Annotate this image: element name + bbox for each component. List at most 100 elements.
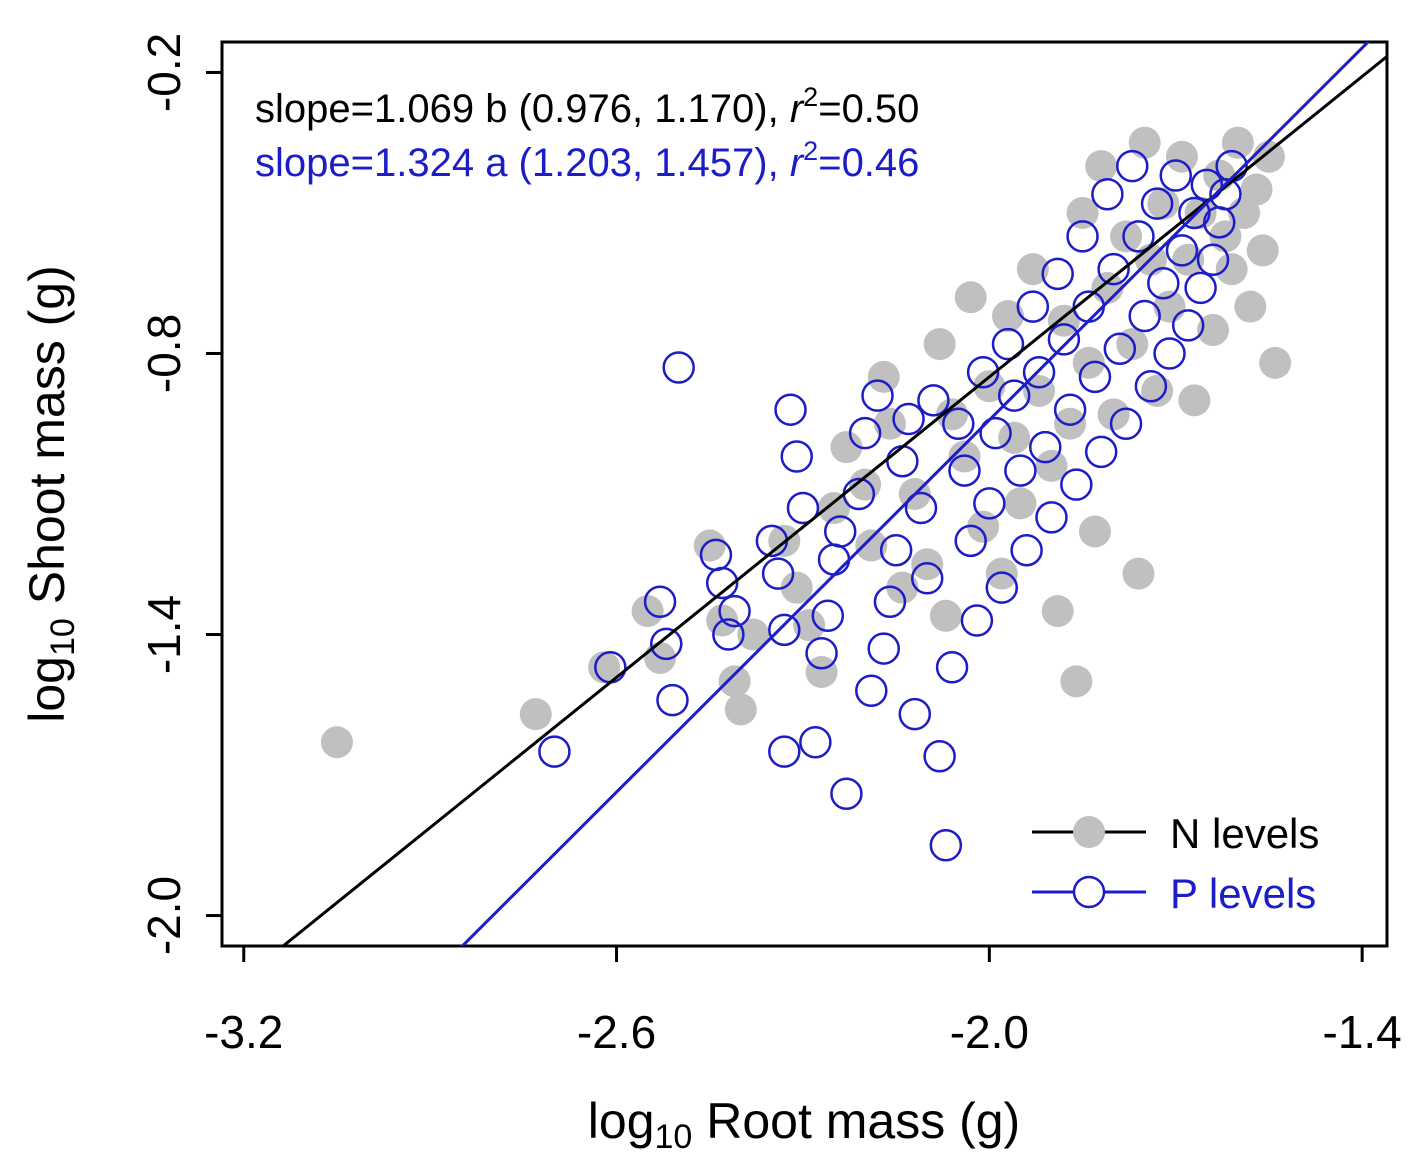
legend-n-marker — [1073, 816, 1105, 848]
p-level-point — [817, 543, 851, 576]
n-level-point — [923, 328, 956, 361]
p-level-point — [991, 327, 1025, 361]
n-level-point — [1035, 449, 1068, 482]
n-level-point — [1110, 220, 1143, 253]
p-level-point — [879, 533, 913, 567]
n-level-point — [1078, 515, 1111, 548]
annotation-p-slope: slope=1.324 a (1.203, 1.457), r2=0.46 — [255, 136, 919, 185]
n-level-point — [1234, 290, 1267, 323]
n-level-point — [1004, 487, 1037, 520]
p-level-point — [923, 740, 956, 773]
p-level-point — [1109, 407, 1143, 440]
n-level-point — [1091, 271, 1124, 304]
p-level-point — [1103, 332, 1137, 366]
n-level-point — [1215, 253, 1248, 286]
n-level-point — [724, 693, 757, 726]
p-level-point — [1171, 309, 1205, 342]
p-level-point — [1159, 159, 1192, 192]
p-level-point — [656, 683, 689, 717]
p-level-point — [954, 524, 987, 558]
n-level-point — [320, 726, 353, 759]
n-level-point — [1221, 126, 1254, 159]
y-axis-title: log10 Shoot mass (g) — [19, 265, 82, 722]
p-level-point — [855, 674, 888, 707]
n-level-point — [830, 431, 863, 464]
n-level-point — [1252, 140, 1285, 173]
n-level-point — [1085, 150, 1118, 183]
p-level-point — [997, 379, 1031, 412]
p-level-point — [1035, 501, 1068, 534]
n-level-point — [1023, 374, 1056, 407]
legend: N levels P levels — [1032, 810, 1319, 917]
p-level-point — [1122, 220, 1155, 253]
n-level-point — [867, 360, 900, 393]
n-level-point — [1240, 173, 1273, 206]
p-level-point — [873, 585, 907, 618]
n-level-point — [588, 651, 621, 684]
x-tick-label: -2.6 — [577, 1006, 656, 1058]
p-level-point — [1134, 370, 1168, 403]
plot-frame — [220, 40, 1389, 948]
p-level-point — [768, 735, 801, 768]
n-level-point — [805, 655, 838, 688]
y-axis: -2.0 -1.4 -0.8 -0.2 — [138, 33, 222, 955]
p-level-point — [1047, 323, 1081, 356]
p-level-point — [705, 566, 739, 600]
n-level-point — [1178, 384, 1211, 417]
n-level-point — [929, 599, 962, 632]
n-level-point — [780, 571, 813, 604]
p-level-point — [1029, 430, 1062, 464]
p-level-point — [718, 594, 751, 628]
p-level-point — [985, 571, 1019, 604]
p-level-point — [929, 829, 963, 862]
p-level-point — [1084, 435, 1118, 469]
p-level-point — [1184, 271, 1217, 305]
n-level-point — [1116, 328, 1149, 361]
n-level-point — [1066, 196, 1099, 229]
n-level-point — [1060, 665, 1093, 698]
x-tick-label: -2.0 — [950, 1006, 1029, 1058]
p-level-point — [1066, 220, 1099, 253]
y-tick-label: -1.4 — [138, 595, 190, 674]
n-level-point — [1147, 187, 1180, 220]
p-level-point — [1196, 243, 1230, 277]
p-level-point — [805, 637, 838, 670]
p-level-point — [538, 735, 571, 768]
p-level-point — [935, 651, 969, 684]
n-level-point — [718, 665, 751, 698]
p-level-point — [712, 618, 745, 651]
n-level-point — [991, 300, 1024, 333]
p-level-point — [823, 515, 857, 548]
p-level-point — [1004, 454, 1037, 487]
p-level-point — [1116, 149, 1149, 183]
p-level-point — [973, 487, 1006, 520]
p-level-point — [662, 351, 695, 384]
p-level-point — [960, 604, 994, 637]
p-level-point — [1178, 196, 1211, 230]
p-level-point — [650, 627, 683, 661]
n-level-point — [998, 421, 1031, 454]
p-level-point — [811, 599, 845, 633]
p-level-point — [1147, 266, 1180, 300]
p-level-point — [1097, 252, 1130, 286]
p-level-point — [904, 491, 938, 525]
n-level-point — [1246, 234, 1279, 267]
n-level-point — [1141, 374, 1174, 407]
x-axis: -3.2 -2.6 -2.0 -1.4 — [204, 946, 1402, 1058]
p-level-point — [1060, 468, 1093, 501]
plot-area — [280, 42, 1387, 946]
p-levels-fit-line — [460, 42, 1371, 946]
p-level-point — [917, 384, 950, 417]
x-axis-title: log10 Root mass (g) — [588, 1093, 1020, 1156]
n-level-point — [1172, 243, 1205, 276]
x-tick-label: -3.2 — [204, 1006, 283, 1058]
n-level-point — [1016, 253, 1049, 286]
p-level-point — [886, 444, 919, 478]
n-level-point — [693, 529, 726, 562]
p-level-point — [892, 402, 925, 436]
n-level-point — [855, 529, 888, 562]
n-level-point — [873, 407, 906, 440]
p-level-point — [1022, 355, 1056, 389]
n-level-point — [737, 618, 770, 651]
